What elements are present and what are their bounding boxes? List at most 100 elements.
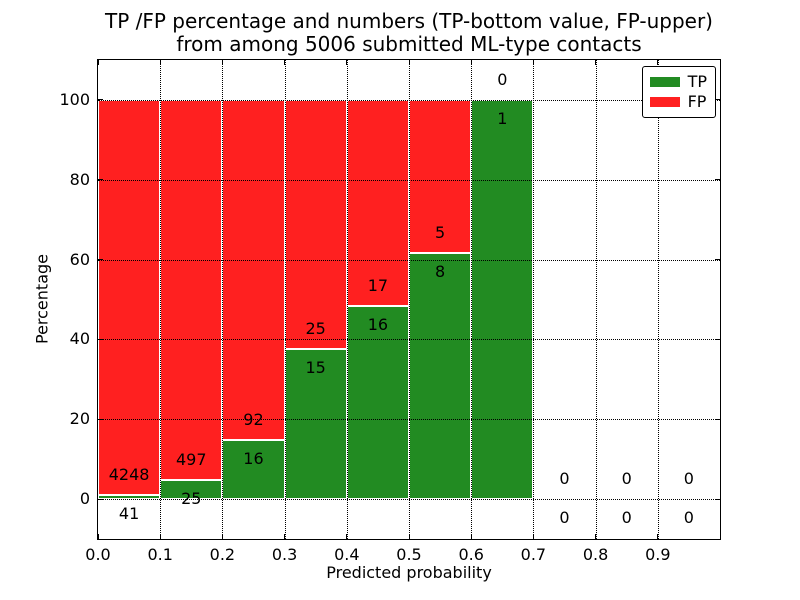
tick-mark-y-left (98, 99, 103, 101)
x-tick-label: 0.7 (520, 545, 547, 564)
gridline-vertical (533, 60, 535, 539)
gridline-vertical (222, 60, 224, 539)
annotation-fp-count: 0 (497, 69, 508, 89)
plot-area: 4248 41 497 25 92 16 25 15 17 16 5 8 0 1 0 0 0 0 0 0 TP FP (97, 59, 721, 540)
annotation-tp-count: 16 (243, 448, 264, 468)
x-tick-label: 0.4 (334, 545, 360, 564)
tick-mark-x-top (595, 60, 597, 65)
tick-mark-x-top (532, 60, 534, 65)
annotation-fp-count: 25 (305, 319, 326, 339)
annotation-fp-count: 92 (243, 409, 264, 429)
annotation-tp-count: 41 (118, 504, 140, 524)
gridline-vertical (284, 60, 286, 539)
tick-mark-x-top (346, 60, 348, 65)
tick-mark-x-top (159, 60, 161, 65)
chart-title-line2: from among 5006 submitted ML-type contac… (176, 32, 642, 56)
tick-mark-y-right (715, 99, 720, 101)
bar-segment-fp (160, 99, 223, 480)
tick-mark-y-right (715, 418, 720, 420)
bar-segment-tp (409, 253, 472, 500)
legend-swatch-tp-icon (649, 77, 680, 87)
tick-mark-y-left (98, 498, 103, 500)
legend-swatch-fp-icon (649, 97, 680, 107)
tick-mark-x-bottom (470, 534, 472, 539)
annotation-tp-count: 15 (305, 358, 326, 378)
gridline-vertical (160, 60, 162, 539)
y-tick-label: 20 (69, 409, 90, 429)
x-tick-label: 0.9 (645, 545, 671, 564)
tick-mark-x-top (284, 60, 286, 65)
annotation-tp-count: 0 (559, 508, 570, 528)
tick-mark-x-bottom (159, 534, 161, 539)
tick-mark-x-bottom (595, 534, 597, 539)
annotation-tp-count: 8 (435, 262, 446, 282)
bar-segment-tp (284, 349, 347, 500)
annotation-fp-count: 0 (683, 469, 694, 489)
tick-mark-x-bottom (657, 534, 659, 539)
annotation-fp-count: 497 (176, 449, 207, 469)
gridline-vertical (346, 60, 348, 539)
x-axis-label: Predicted probability (326, 563, 492, 582)
annotation-tp-count: 0 (621, 508, 632, 528)
y-tick-label: 40 (69, 329, 90, 349)
chart-title-line1: TP /FP percentage and numbers (TP-bottom… (105, 9, 713, 33)
bar-segment-fp (222, 99, 285, 440)
legend-label-tp: TP (687, 72, 707, 91)
y-axis-label: Percentage (32, 253, 52, 345)
y-tick-label: 60 (69, 249, 90, 269)
legend-row-fp: FP (649, 92, 707, 112)
plot-inner: 4248 41 497 25 92 16 25 15 17 16 5 8 0 1 0 0 0 0 0 0 (97, 60, 720, 539)
tick-mark-x-bottom (284, 534, 286, 539)
tick-mark-y-left (98, 418, 103, 420)
x-tick-label: 0.5 (396, 545, 422, 564)
tick-mark-y-right (715, 259, 720, 261)
tick-mark-x-top (470, 60, 472, 65)
tick-mark-y-left (98, 179, 103, 181)
legend-row-tp: TP (649, 72, 707, 92)
tick-mark-x-top (408, 60, 410, 65)
tick-mark-y-left (98, 338, 103, 340)
legend: TP FP (641, 66, 716, 118)
bar-segment-tp (346, 305, 409, 500)
gridline-vertical (409, 60, 410, 539)
bar-segment-tp (471, 99, 534, 500)
tick-mark-y-left (98, 259, 103, 261)
x-tick-label: 0.6 (458, 545, 484, 564)
x-tick-label: 0.3 (271, 545, 298, 564)
annotation-tp-count: 16 (367, 314, 389, 334)
tick-mark-y-right (715, 498, 720, 500)
x-tick-label: 0.2 (209, 545, 236, 564)
gridline-vertical (595, 60, 597, 539)
y-tick-label: 0 (79, 489, 90, 509)
bar-segment-fp (284, 99, 347, 350)
tick-mark-x-top (221, 60, 223, 65)
tick-mark-x-bottom (408, 534, 410, 539)
y-tick-label: 100 (59, 89, 90, 109)
tick-mark-x-bottom (97, 534, 99, 539)
bar-segment-fp (98, 99, 161, 496)
tick-mark-x-top (97, 60, 99, 65)
tick-mark-x-top (657, 60, 659, 65)
gridline-vertical (471, 60, 473, 539)
annotation-fp-count: 0 (559, 469, 570, 489)
gridline-vertical (657, 60, 659, 539)
annotation-fp-count: 0 (621, 469, 632, 489)
annotation-fp-count: 5 (435, 223, 446, 243)
annotation-tp-count: 0 (683, 508, 694, 528)
annotation-fp-count: 4248 (108, 465, 150, 485)
bar-segment-tp (98, 495, 161, 500)
legend-label-fp: FP (687, 92, 707, 111)
annotation-tp-count: 25 (181, 488, 202, 508)
tick-mark-x-bottom (532, 534, 534, 539)
tick-mark-y-right (715, 179, 720, 181)
annotation-fp-count: 17 (367, 275, 389, 295)
x-tick-label: 0.1 (147, 545, 173, 564)
annotation-tp-count: 1 (497, 108, 508, 128)
x-tick-label: 0.8 (582, 545, 609, 564)
tick-mark-y-right (715, 338, 720, 340)
tick-mark-x-bottom (221, 534, 223, 539)
y-tick-label: 80 (69, 169, 90, 189)
tick-mark-x-bottom (346, 534, 348, 539)
x-tick-label: 0.0 (85, 545, 111, 564)
